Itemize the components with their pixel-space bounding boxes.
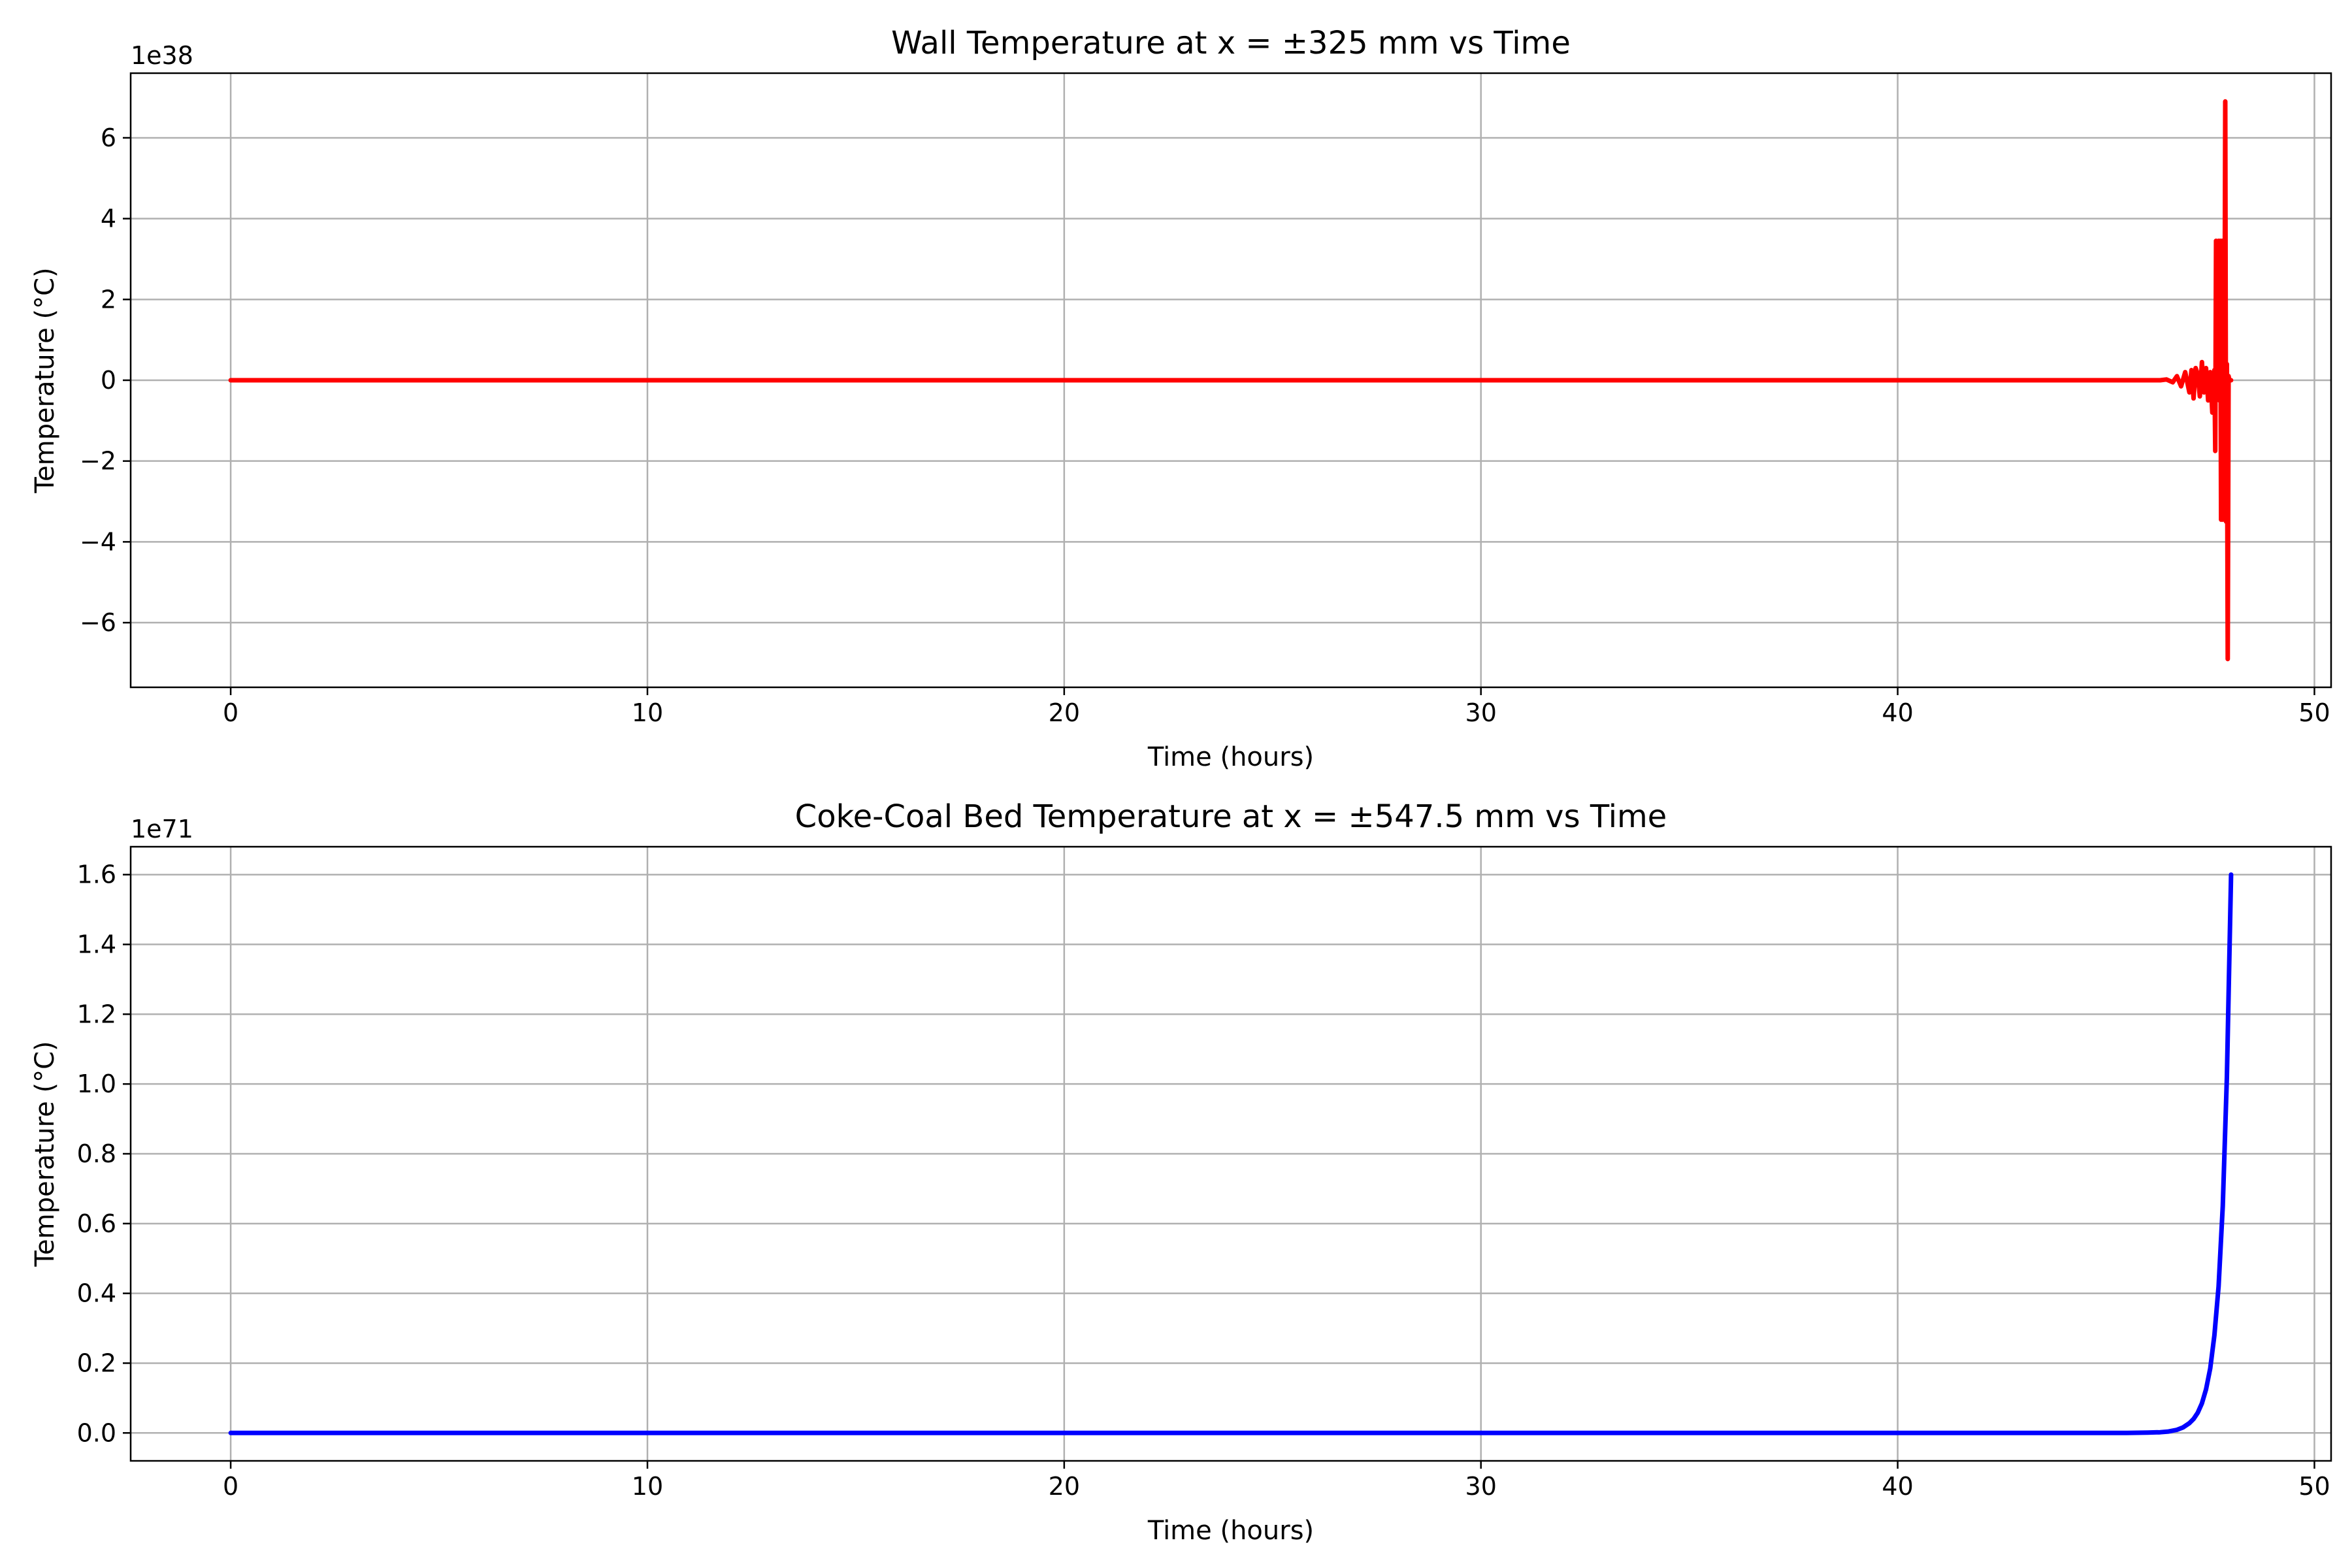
axis-offset-label: 1e38 [131,41,193,70]
x-tick-label: 40 [1882,698,1913,727]
y-axis-label: Temperature (°C) [30,1041,60,1267]
y-tick-label: 2 [101,285,116,314]
y-tick-label: 0.2 [77,1348,116,1377]
x-tick-label: 20 [1049,698,1080,727]
x-tick-label: 30 [1465,698,1497,727]
wall-temperature-chart: 0 10 20 30 40 50 −6 −4 −2 0 2 4 6 1e38 Wall Temperatur… [30,25,2332,772]
x-tick-label: 40 [1882,1472,1913,1501]
y-tick-label: 0.8 [77,1139,116,1168]
x-tick-label: 20 [1049,1472,1080,1501]
x-tick-label: 50 [2298,1472,2330,1501]
axis-offset-label: 1e71 [131,815,193,843]
y-tick-label: 0.4 [77,1279,116,1308]
x-tick-label: 0 [223,698,238,727]
y-tick-label: 1.0 [77,1070,116,1098]
y-tick-label: 6 [101,123,116,152]
bed-temperature-chart: 0 10 20 30 40 50 0.0 0.2 0.4 0.6 0.8 1.0 1.2 1.4 1.6 1e… [30,798,2332,1546]
y-tick-label: 4 [101,204,116,233]
x-tick-label: 0 [223,1472,238,1501]
chart-title: Wall Temperature at x = ±325 mm vs Time [891,25,1571,61]
y-tick-label: 0 [101,366,116,395]
y-tick-label: 1.4 [77,930,116,959]
x-tick-label: 50 [2298,698,2330,727]
series-line [228,99,2234,662]
y-tick-label: −6 [80,608,116,637]
x-axis-label: Time (hours) [1147,1516,1314,1546]
chart-title: Coke-Coal Bed Temperature at x = ±547.5 … [795,798,1667,835]
y-tick-label: 1.2 [77,1000,116,1028]
y-tick-label: 0.0 [77,1418,116,1447]
x-tick-label: 10 [632,1472,663,1501]
y-tick-label: −2 [80,447,116,476]
y-tick-label: −4 [80,527,116,556]
y-tick-label: 0.6 [77,1209,116,1238]
x-axis-label: Time (hours) [1147,742,1314,772]
y-axis-label: Temperature (°C) [30,267,60,493]
x-tick-label: 30 [1465,1472,1497,1501]
series-line [228,872,2234,1435]
y-tick-label: 1.6 [77,860,116,889]
x-tick-label: 10 [632,698,663,727]
